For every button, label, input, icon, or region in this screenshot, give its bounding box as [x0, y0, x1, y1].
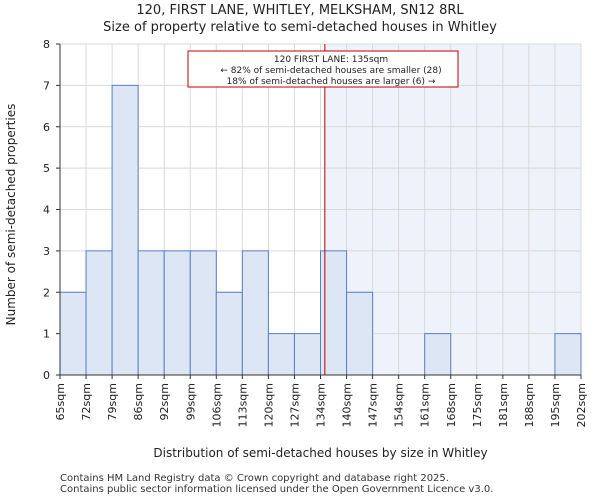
x-tick-label: 106sqm	[210, 383, 223, 427]
x-tick-label: 140sqm	[341, 383, 354, 427]
y-tick-label: 1	[43, 328, 50, 341]
chart-title: 120, FIRST LANE, WHITLEY, MELKSHAM, SN12…	[136, 3, 464, 18]
x-tick-label: 120sqm	[262, 383, 275, 427]
x-tick-label: 113sqm	[236, 383, 249, 427]
bar	[215, 291, 243, 376]
bar	[241, 250, 269, 376]
annotation-line: ← 82% of semi-detached houses are smalle…	[220, 66, 441, 76]
y-tick-label: 8	[43, 38, 50, 51]
chart-subtitle: Size of property relative to semi-detach…	[103, 20, 497, 35]
bar	[59, 291, 87, 376]
y-tick-label: 6	[43, 121, 50, 134]
x-tick-label: 92sqm	[158, 383, 171, 420]
x-tick-label: 65sqm	[54, 383, 67, 420]
y-axis-title: Number of semi-detached properties	[4, 104, 18, 326]
x-axis-title: Distribution of semi-detached houses by …	[153, 446, 487, 460]
x-tick-label: 99sqm	[184, 383, 197, 420]
x-tick-label: 134sqm	[315, 383, 328, 427]
x-tick-label: 181sqm	[497, 383, 510, 427]
x-tick-label: 195sqm	[549, 383, 562, 427]
x-tick-label: 154sqm	[393, 383, 406, 427]
annotation-line: 120 FIRST LANE: 135sqm	[274, 55, 388, 65]
bar	[346, 291, 374, 376]
x-tick-label: 188sqm	[523, 383, 536, 427]
x-tick-label: 175sqm	[471, 383, 484, 427]
bar	[137, 250, 165, 376]
bar	[293, 333, 322, 376]
y-tick-label: 3	[43, 245, 50, 258]
x-tick-label: 127sqm	[288, 383, 301, 427]
y-tick-label: 7	[43, 79, 50, 92]
x-tick-label: 202sqm	[575, 383, 588, 427]
y-tick-label: 5	[43, 162, 50, 175]
annotation-box	[187, 50, 459, 88]
footer-copyright: Contains HM Land Registry data © Crown c…	[60, 473, 449, 484]
y-tick-label: 4	[43, 204, 50, 217]
x-tick-label: 72sqm	[80, 383, 93, 420]
x-tick-label: 79sqm	[106, 383, 119, 420]
x-tick-label: 86sqm	[132, 383, 145, 420]
bar	[424, 333, 452, 376]
y-tick-label: 2	[43, 286, 50, 299]
x-tick-label: 168sqm	[445, 383, 458, 427]
annotation-line: 18% of semi-detached houses are larger (…	[227, 77, 436, 87]
bar	[163, 250, 191, 376]
y-tick-label: 0	[43, 369, 50, 382]
bar	[554, 333, 582, 376]
x-tick-label: 161sqm	[419, 383, 432, 427]
bar	[267, 333, 295, 376]
bar	[111, 84, 139, 376]
x-tick-label: 147sqm	[367, 383, 380, 427]
footer-licence: Contains public sector information licen…	[60, 484, 494, 495]
bar	[85, 250, 113, 376]
bar	[189, 250, 217, 376]
histogram-chart: 0 1 2 3 4 5 6 7 8 65sqm 72sqm 79sqm 86sqm 92sqm 99sqm 1…	[4, 38, 588, 460]
